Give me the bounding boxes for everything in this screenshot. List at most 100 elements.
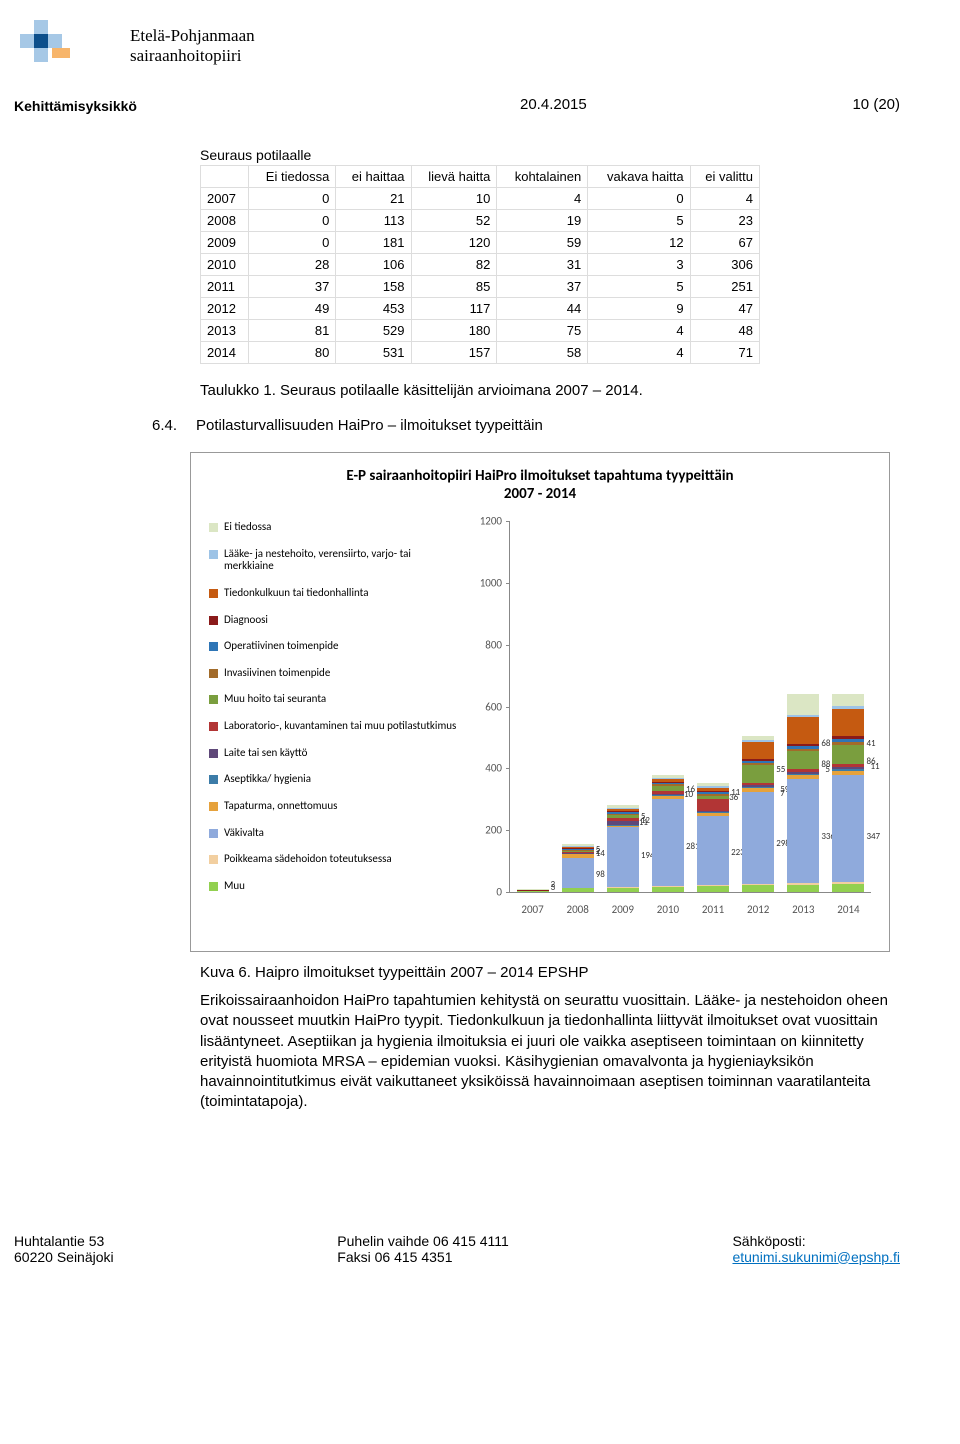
org-line1: Etelä-Pohjanmaan	[130, 26, 255, 45]
y-axis-label: 600	[470, 700, 502, 713]
table-cell: 2014	[201, 342, 249, 364]
chart-segment	[607, 827, 639, 887]
table-cell: 23	[690, 210, 759, 232]
y-axis-label: 200	[470, 824, 502, 837]
footer-addr-l1: Huhtalantie 53	[14, 1233, 104, 1249]
table-row: 20148053115758471	[201, 342, 760, 364]
chart-segment	[742, 792, 774, 884]
chart-segment	[607, 814, 639, 815]
x-axis-label: 2010	[657, 903, 679, 916]
chart-segment	[607, 825, 639, 827]
table-header: Ei tiedossa	[248, 166, 336, 188]
table-cell: 0	[248, 188, 336, 210]
legend-label: Operatiivinen toimenpide	[224, 640, 338, 653]
chart-segment	[832, 736, 864, 739]
table-header: lievä haitta	[411, 166, 497, 188]
footer-col-phone: Puhelin vaihde 06 415 4111 Faksi 06 415 …	[337, 1233, 509, 1265]
chart-value-label: 3	[551, 882, 556, 893]
chart-segment	[787, 885, 819, 892]
legend-label: Diagnoosi	[224, 614, 268, 627]
legend-item: Muu	[209, 880, 459, 893]
chart-segment	[787, 883, 819, 885]
chart-segment	[787, 749, 819, 751]
table-cell: 180	[411, 320, 497, 342]
chart-segment	[832, 764, 864, 767]
legend-swatch	[209, 616, 218, 625]
chart-segment	[742, 884, 774, 885]
doc-date: 20.4.2015	[520, 96, 587, 113]
chart-segment	[832, 694, 864, 707]
chart-value-label: 11	[639, 817, 648, 828]
chart-segment	[697, 791, 729, 792]
chart-segment	[832, 742, 864, 744]
chart-segment	[697, 886, 729, 892]
chart-segment	[697, 794, 729, 796]
chart-segment	[697, 812, 729, 813]
chart-segment	[832, 709, 864, 736]
chart-segment	[652, 886, 684, 887]
chart-segment	[832, 706, 864, 708]
chart-segment	[742, 761, 774, 763]
chart-segment	[742, 759, 774, 760]
chart-segment	[652, 786, 684, 791]
table-cell: 158	[336, 276, 411, 298]
table-cell: 67	[690, 232, 759, 254]
table-cell: 2008	[201, 210, 249, 232]
chart-segment	[562, 853, 594, 854]
chart-bar: 2008521498	[562, 844, 594, 892]
legend-label: Invasiivinen toimenpide	[224, 667, 330, 680]
legend-label: Poikkeama sädehoidon toteutuksessa	[224, 853, 392, 866]
table-row: 200702110404	[201, 188, 760, 210]
table-cell: 85	[411, 276, 497, 298]
legend-label: Laite tai sen käyttö	[224, 747, 307, 760]
chart-segment	[787, 751, 819, 770]
chart-bar: 201111363223	[697, 783, 729, 892]
y-axis-label: 400	[470, 762, 502, 775]
table-cell: 531	[336, 342, 411, 364]
legend-item: Tiedonkulkuun tai tiedonhallinta	[209, 587, 459, 600]
seuraus-table: Ei tiedossaei haittaalievä haittakohtala…	[200, 165, 760, 364]
legend-label: Muu	[224, 880, 245, 893]
footer-phone: Puhelin vaihde 06 415 4111	[337, 1233, 509, 1249]
chart-segment	[652, 796, 684, 798]
chart-segment	[787, 746, 819, 749]
legend-item: Ei tiedossa	[209, 521, 459, 534]
chart-segment	[832, 771, 864, 775]
chart-segment	[607, 821, 639, 824]
table-cell: 0	[248, 232, 336, 254]
table-cell: 10	[411, 188, 497, 210]
table-cell: 117	[411, 298, 497, 320]
chart-segment	[562, 844, 594, 845]
table-cell: 3	[588, 254, 690, 276]
chart-segment	[832, 745, 864, 764]
chart-title-l2: 2007 - 2014	[504, 485, 576, 503]
chart-segment	[562, 846, 594, 847]
legend-item: Lääke- ja nestehoito, verensiirto, varjo…	[209, 548, 459, 573]
chart-segment	[742, 763, 774, 765]
x-axis-label: 2012	[747, 903, 769, 916]
chart-value-label: 7	[780, 788, 785, 799]
chart-segment	[562, 854, 594, 858]
footer-fax: Faksi 06 415 4351	[337, 1249, 452, 1265]
chart-value-label: 10	[684, 789, 693, 800]
y-axis-label: 1200	[470, 515, 502, 528]
table-cell: 12	[588, 232, 690, 254]
section-title: Potilasturvallisuuden HaiPro – ilmoituks…	[196, 417, 543, 434]
chart-segment	[607, 815, 639, 818]
table-title: Seuraus potilaalle	[200, 143, 900, 165]
x-axis-label: 2009	[612, 903, 634, 916]
chart-segment	[832, 775, 864, 883]
footer-email-link[interactable]: etunimi.sukunimi@epshp.fi	[732, 1249, 900, 1265]
chart-segment	[787, 779, 819, 883]
chart-segment	[517, 891, 549, 892]
legend-swatch	[209, 802, 218, 811]
x-axis-label: 2007	[521, 903, 543, 916]
table-cell: 47	[690, 298, 759, 320]
table-cell: 306	[690, 254, 759, 276]
table-cell: 44	[497, 298, 588, 320]
table-row: 20113715885375251	[201, 276, 760, 298]
table-cell: 181	[336, 232, 411, 254]
chart-segment	[607, 808, 639, 809]
table-cell: 19	[497, 210, 588, 232]
chart-plot-area: 2007232008521498200951211194201016102281…	[469, 521, 871, 921]
